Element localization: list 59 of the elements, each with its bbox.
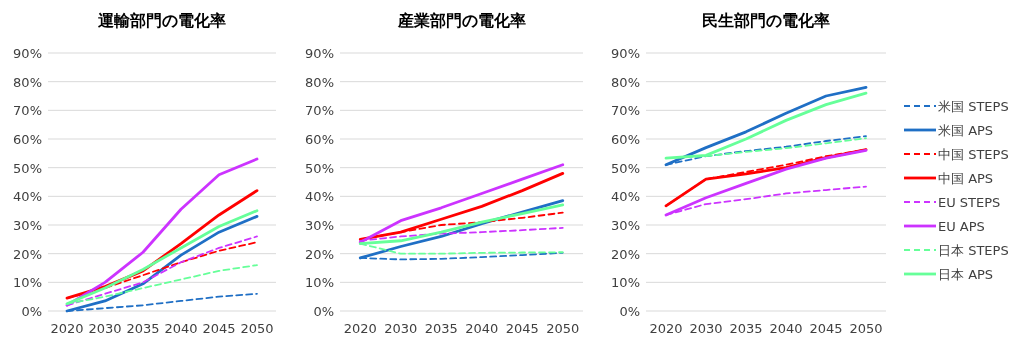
x-tick-label: 2045 <box>505 321 539 336</box>
legend-label: 米国 STEPS <box>938 99 1009 114</box>
y-tick-label: 0% <box>619 304 640 319</box>
x-tick-label: 2035 <box>424 321 458 336</box>
x-tick-label: 2050 <box>849 321 883 336</box>
y-tick-label: 70% <box>611 103 640 119</box>
legend-label: 日本 STEPS <box>938 243 1009 258</box>
y-tick-label: 80% <box>611 74 640 90</box>
y-tick-label: 0% <box>21 304 42 319</box>
legend-label: EU APS <box>938 219 985 234</box>
y-tick-label: 40% <box>305 189 334 205</box>
y-tick-label: 50% <box>305 160 334 176</box>
y-tick-label: 10% <box>305 275 334 291</box>
legend-label: 中国 STEPS <box>938 147 1009 162</box>
x-tick-label: 2045 <box>202 321 236 336</box>
legend-label: EU STEPS <box>938 195 1001 210</box>
x-tick-label: 2040 <box>465 321 499 336</box>
x-tick-label: 2035 <box>126 321 160 336</box>
y-tick-label: 10% <box>13 275 42 291</box>
chart-title: 運輸部門の電化率 <box>97 11 226 30</box>
x-tick-label: 2045 <box>809 321 843 336</box>
x-tick-label: 2030 <box>384 321 418 336</box>
y-tick-label: 90% <box>305 46 334 61</box>
x-tick-label: 2050 <box>240 321 274 336</box>
x-tick-label: 2030 <box>689 321 723 336</box>
y-tick-label: 20% <box>611 246 640 262</box>
y-tick-label: 60% <box>611 132 640 147</box>
chart-title: 産業部門の電化率 <box>396 11 526 30</box>
x-tick-label: 2040 <box>164 321 198 336</box>
y-tick-label: 40% <box>13 189 42 205</box>
legend-label: 米国 APS <box>938 123 994 138</box>
x-tick-label: 2050 <box>546 321 580 336</box>
y-tick-label: 50% <box>611 160 640 176</box>
y-tick-label: 30% <box>305 218 334 233</box>
x-tick-label: 2030 <box>88 321 122 336</box>
y-tick-label: 90% <box>611 46 640 61</box>
y-tick-label: 40% <box>611 189 640 205</box>
y-tick-label: 50% <box>13 160 42 176</box>
y-tick-label: 20% <box>305 246 334 262</box>
y-tick-label: 30% <box>13 218 42 233</box>
legend-label: 中国 APS <box>938 171 994 186</box>
y-tick-label: 70% <box>305 103 334 119</box>
x-tick-label: 2020 <box>50 321 84 336</box>
y-tick-label: 0% <box>313 304 334 319</box>
y-tick-label: 10% <box>611 275 640 291</box>
chart-title: 民生部門の電化率 <box>702 11 830 30</box>
x-tick-label: 2035 <box>729 321 763 336</box>
x-tick-label: 2040 <box>769 321 803 336</box>
y-tick-label: 20% <box>13 246 42 262</box>
y-tick-label: 60% <box>13 132 42 147</box>
y-tick-label: 70% <box>13 103 42 119</box>
x-tick-label: 2020 <box>343 321 377 336</box>
y-tick-label: 60% <box>305 132 334 147</box>
y-tick-label: 30% <box>611 218 640 233</box>
y-tick-label: 80% <box>13 74 42 90</box>
legend-label: 日本 APS <box>938 267 994 282</box>
y-tick-label: 80% <box>305 74 334 90</box>
y-tick-label: 90% <box>13 46 42 61</box>
x-tick-label: 2020 <box>649 321 683 336</box>
